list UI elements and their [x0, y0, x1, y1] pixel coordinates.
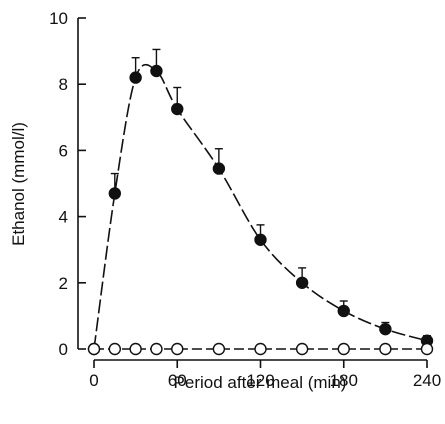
- data-point-open: [129, 342, 142, 356]
- y-tick-label: 8: [59, 75, 68, 94]
- data-point-filled: [254, 233, 267, 246]
- x-tick-label: 180: [330, 371, 358, 390]
- data-point-filled: [379, 322, 392, 336]
- y-tick-label: 0: [59, 340, 68, 359]
- data-point-filled: [108, 187, 122, 200]
- data-point-open: [171, 342, 184, 356]
- data-point-open: [420, 342, 434, 356]
- data-point-filled: [171, 102, 184, 116]
- data-point-open: [87, 342, 101, 356]
- x-axis-title: Period after meal (min): [174, 373, 347, 392]
- y-tick-label: 2: [59, 274, 68, 293]
- data-point-open: [295, 342, 309, 356]
- x-tick-label: 0: [89, 371, 98, 390]
- data-point-open: [108, 342, 122, 356]
- data-point-open: [150, 342, 163, 356]
- series: [87, 48, 434, 356]
- series-line-filled: [93, 63, 428, 350]
- data-point-filled: [129, 71, 142, 84]
- x-tick-label: 60: [168, 371, 187, 390]
- x-tick-label: 240: [413, 371, 441, 390]
- data-point-filled: [150, 64, 163, 78]
- axes: [77, 18, 427, 361]
- data-point-filled: [295, 276, 309, 289]
- data-point-filled: [212, 162, 226, 175]
- y-axis-title: Ethanol (mmol/l): [9, 122, 28, 246]
- data-point-open: [337, 342, 350, 356]
- x-tick-label: 120: [246, 371, 274, 390]
- data-point-filled: [337, 304, 350, 318]
- y-tick-label: 6: [59, 141, 68, 160]
- data-point-open: [379, 342, 392, 356]
- data-point-open: [212, 342, 226, 356]
- y-tick-label: 10: [49, 9, 68, 28]
- ticks: 0 2 4 6 8 10 0 60 120 180 240: [49, 9, 441, 390]
- data-point-open: [254, 342, 267, 356]
- y-tick-label: 4: [59, 208, 68, 227]
